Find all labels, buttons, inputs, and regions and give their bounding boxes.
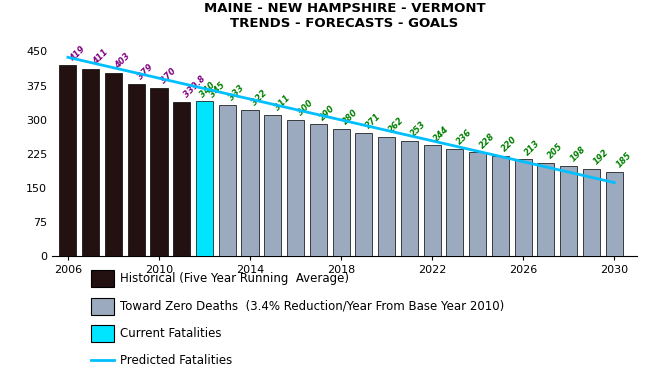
Text: 205: 205 bbox=[546, 142, 565, 161]
Bar bbox=[150, 88, 168, 256]
Bar bbox=[59, 66, 77, 256]
Text: Predicted Fatalities: Predicted Fatalities bbox=[120, 354, 233, 367]
Text: 236: 236 bbox=[455, 128, 474, 147]
Title: TRI - STATE TRAFFIC SAFETY PERFORMANCE MEASURES
MAINE - NEW HAMPSHIRE - VERMONT
: TRI - STATE TRAFFIC SAFETY PERFORMANCE M… bbox=[136, 0, 553, 29]
Bar bbox=[82, 69, 99, 256]
Text: 403: 403 bbox=[114, 52, 133, 70]
Bar bbox=[265, 115, 281, 256]
Bar bbox=[196, 101, 213, 256]
Text: 280: 280 bbox=[341, 108, 360, 127]
Text: 262: 262 bbox=[387, 116, 406, 135]
Bar bbox=[105, 73, 122, 256]
Text: 253: 253 bbox=[410, 120, 428, 139]
Text: 340: 340 bbox=[198, 80, 217, 99]
Bar bbox=[515, 159, 532, 256]
Text: 322: 322 bbox=[250, 89, 269, 107]
Text: 419: 419 bbox=[68, 44, 86, 63]
Bar bbox=[173, 101, 190, 256]
Bar bbox=[538, 163, 554, 256]
Text: Current Fatalities: Current Fatalities bbox=[120, 327, 222, 340]
Text: 220: 220 bbox=[500, 135, 519, 154]
Bar bbox=[469, 153, 486, 256]
Text: 333: 333 bbox=[227, 84, 246, 103]
Bar bbox=[401, 141, 418, 256]
Text: 198: 198 bbox=[569, 145, 588, 164]
Text: Toward Zero Deaths  (3.4% Reduction/Year From Base Year 2010): Toward Zero Deaths (3.4% Reduction/Year … bbox=[120, 300, 504, 313]
Bar bbox=[378, 137, 395, 256]
Bar bbox=[424, 145, 441, 256]
Text: 271: 271 bbox=[364, 112, 383, 131]
Bar bbox=[492, 156, 509, 256]
Text: 244: 244 bbox=[432, 124, 451, 143]
Bar bbox=[560, 166, 577, 256]
Bar bbox=[242, 110, 259, 256]
Text: 379: 379 bbox=[136, 63, 155, 81]
Text: 192: 192 bbox=[592, 148, 610, 167]
Text: 300: 300 bbox=[296, 99, 315, 117]
Text: 345: 345 bbox=[208, 80, 227, 99]
Text: 370: 370 bbox=[159, 67, 178, 86]
Bar bbox=[606, 172, 623, 256]
Text: 290: 290 bbox=[318, 103, 337, 122]
Bar bbox=[287, 120, 304, 256]
Text: 213: 213 bbox=[523, 138, 542, 157]
Text: 411: 411 bbox=[91, 48, 109, 67]
Text: 228: 228 bbox=[478, 132, 497, 150]
Text: 185: 185 bbox=[614, 151, 633, 170]
Bar bbox=[127, 84, 145, 256]
Bar bbox=[447, 149, 463, 256]
Bar bbox=[333, 129, 350, 256]
Text: 339.8: 339.8 bbox=[182, 74, 207, 99]
Text: 311: 311 bbox=[273, 93, 292, 112]
Bar bbox=[219, 105, 236, 256]
Text: Historical (Five Year Running  Average): Historical (Five Year Running Average) bbox=[120, 273, 349, 285]
Bar bbox=[310, 124, 327, 256]
Bar bbox=[356, 133, 372, 256]
Bar bbox=[583, 169, 600, 256]
